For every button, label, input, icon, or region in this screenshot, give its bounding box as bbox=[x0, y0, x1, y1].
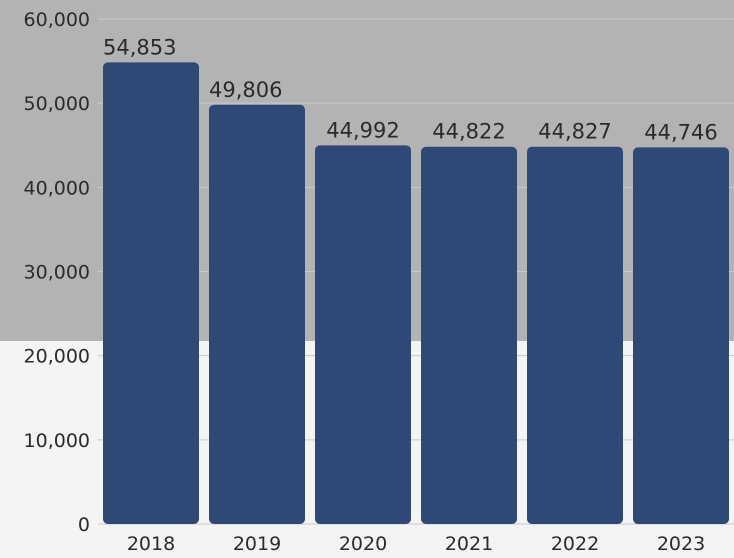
y-tick-label: 30,000 bbox=[24, 262, 90, 284]
y-tick-label: 40,000 bbox=[24, 177, 90, 199]
y-axis-tick-labels: 0 10,000 20,000 30,000 40,000 50,000 60,000 bbox=[24, 9, 90, 536]
y-tick-label: 60,000 bbox=[24, 9, 90, 31]
bar-2023 bbox=[633, 147, 729, 525]
x-tick-label-2021: 2021 bbox=[445, 533, 493, 554]
bar-value-label-2022: 44,827 bbox=[538, 120, 611, 144]
bar-value-label-2020: 44,992 bbox=[326, 118, 399, 142]
x-tick-label-2020: 2020 bbox=[339, 533, 387, 554]
x-tick-label-2018: 2018 bbox=[127, 533, 175, 554]
bar-value-label-2018: 54,853 bbox=[103, 35, 176, 59]
x-tick-label-2019: 2019 bbox=[233, 533, 281, 554]
y-tick-label: 0 bbox=[78, 514, 90, 536]
x-tick-label-2022: 2022 bbox=[551, 533, 599, 554]
bar-value-label-2019: 49,806 bbox=[209, 78, 282, 102]
x-axis-tick-labels: 2018 2019 2020 2021 2022 2023 bbox=[127, 533, 705, 555]
bar-2018 bbox=[103, 62, 199, 524]
bar-2020 bbox=[315, 145, 411, 525]
bar-2022 bbox=[527, 146, 623, 524]
gridlines bbox=[98, 18, 734, 525]
y-tick-label: 20,000 bbox=[24, 346, 90, 368]
bars bbox=[103, 62, 729, 525]
y-tick-label: 10,000 bbox=[24, 430, 90, 452]
y-tick-label: 50,000 bbox=[24, 93, 90, 115]
x-tick-label-2023: 2023 bbox=[657, 533, 705, 554]
bar-value-label-2023: 44,746 bbox=[644, 120, 717, 144]
bar-2019 bbox=[209, 104, 305, 524]
bar-2021 bbox=[421, 146, 517, 524]
bar-value-labels: 54,853 49,806 44,992 44,822 44,827 44,746 bbox=[103, 35, 718, 144]
bar-value-label-2021: 44,822 bbox=[432, 120, 505, 144]
